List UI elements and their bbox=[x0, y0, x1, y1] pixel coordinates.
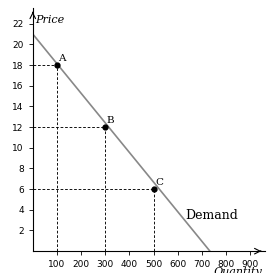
Text: Price: Price bbox=[35, 16, 64, 25]
Text: Quantity: Quantity bbox=[214, 267, 263, 273]
Text: B: B bbox=[107, 116, 114, 125]
Text: A: A bbox=[58, 54, 66, 63]
Text: C: C bbox=[155, 178, 163, 187]
Text: Demand: Demand bbox=[185, 209, 238, 222]
